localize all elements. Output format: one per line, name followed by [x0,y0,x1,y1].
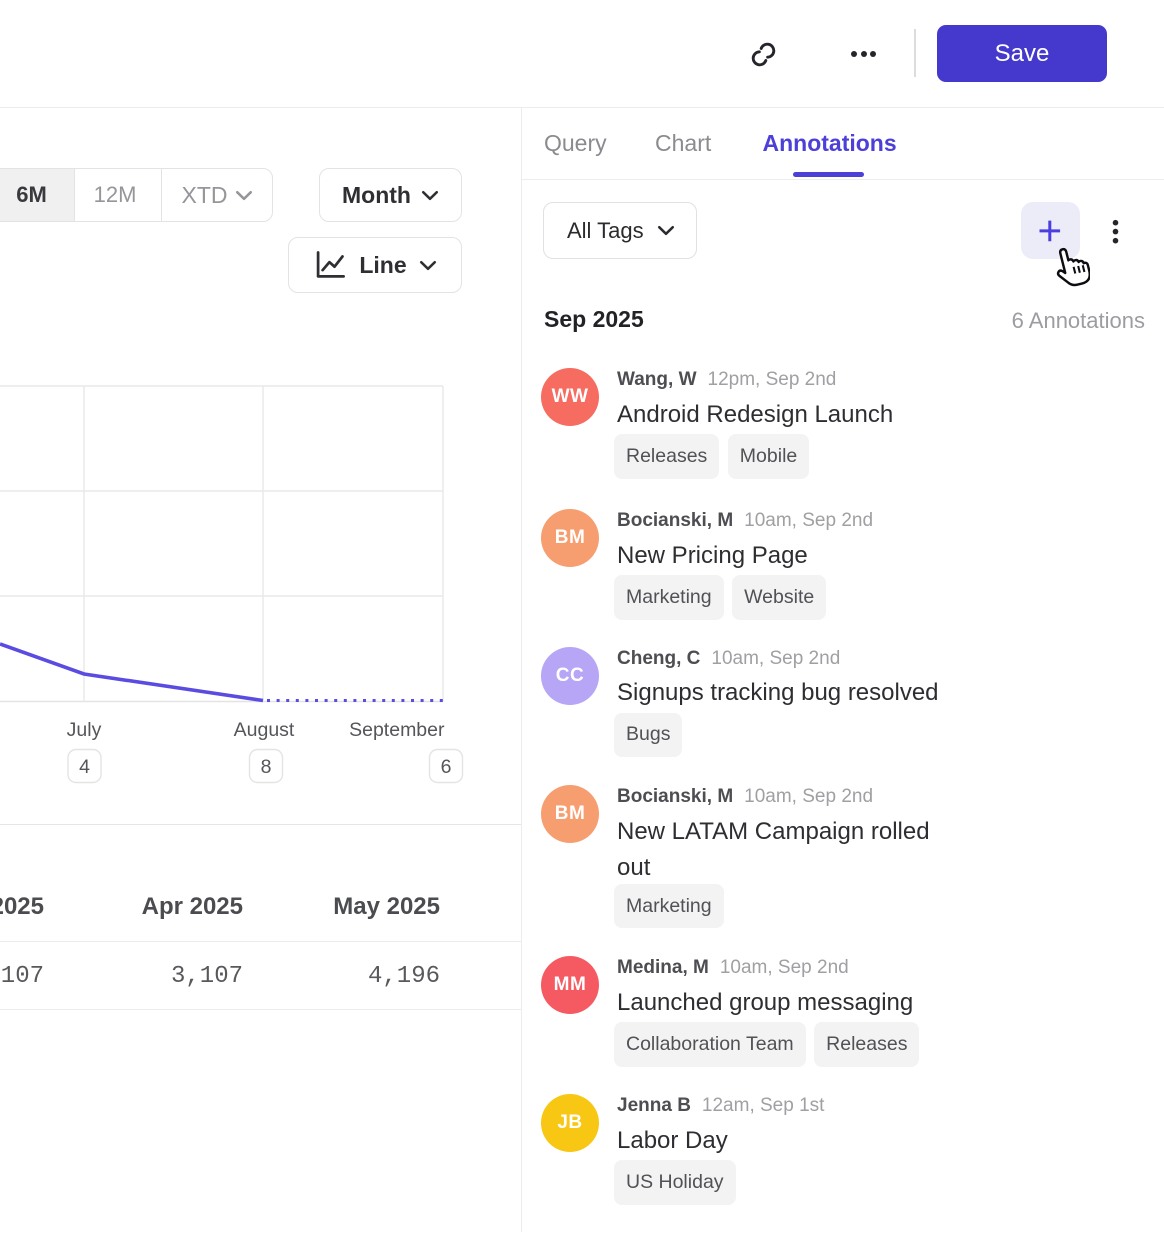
svg-text:July: July [67,719,102,741]
svg-text:6: 6 [441,756,452,778]
svg-text:4: 4 [79,756,90,778]
svg-text:September: September [349,719,445,741]
svg-text:8: 8 [261,756,272,778]
svg-text:August: August [234,719,295,741]
